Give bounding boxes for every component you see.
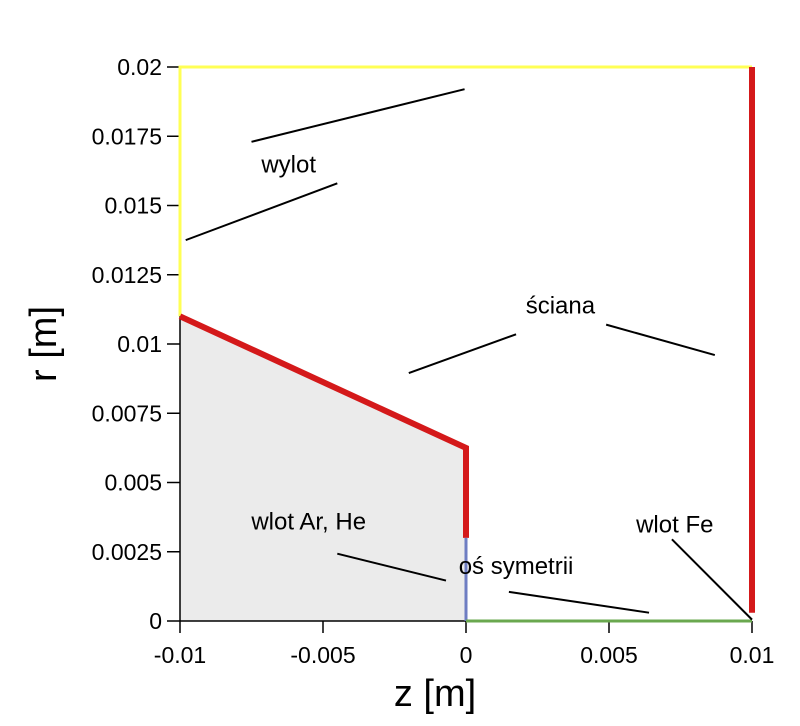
x-tick-label: 0.005 xyxy=(580,642,638,668)
y-tick-label: 0.015 xyxy=(104,193,162,219)
label-wylot: wylot xyxy=(260,151,316,178)
y-tick-label: 0.0025 xyxy=(92,539,162,565)
boundaries-layer xyxy=(178,65,755,623)
y-axis-title: r [m] xyxy=(23,306,65,382)
y-tick-label: 0.01 xyxy=(117,331,162,357)
axes-layer: 0 0.0025 0.005 0.0075 0.01 0.0125 0.015 0.0175 0… xyxy=(92,54,775,668)
x-tick-label: -0.01 xyxy=(154,642,206,668)
leader-lines-layer xyxy=(185,88,753,621)
solid-region xyxy=(180,316,466,621)
x-tick-label: 0 xyxy=(460,642,473,668)
y-tick-label: 0 xyxy=(149,608,162,634)
label-wlot-ar-he: wlot Ar, He xyxy=(250,509,366,536)
y-tick-label: 0.0175 xyxy=(92,123,162,149)
boundary-wylot xyxy=(178,65,752,317)
annotation-labels-layer: wylot ściana wlot Ar, He oś symetrii wlot Fe xyxy=(250,151,713,580)
leader-line-wlot-ar-he xyxy=(337,552,447,582)
x-tick-label: -0.005 xyxy=(290,642,355,668)
leader-line-sciana xyxy=(605,323,716,357)
boundary-sciana-nozzle xyxy=(178,313,469,538)
x-tick-label: 0.01 xyxy=(730,642,775,668)
leader-line-wylot xyxy=(185,182,338,242)
leader-line-os-symetrii xyxy=(508,590,650,614)
leader-line-wlot-fe xyxy=(671,538,753,621)
y-tick-label: 0.005 xyxy=(104,470,162,496)
y-tick-label: 0.0125 xyxy=(92,262,162,288)
label-sciana: ściana xyxy=(526,293,596,320)
label-wlot-fe: wlot Fe xyxy=(635,511,713,538)
x-axis-title: z [m] xyxy=(394,673,476,715)
leader-line-sciana xyxy=(408,333,517,375)
solid-region-layer xyxy=(180,316,466,621)
leader-line-wylot xyxy=(251,88,465,143)
y-tick-label: 0.0075 xyxy=(92,400,162,426)
y-tick-label: 0.02 xyxy=(117,54,162,80)
label-os-symetrii: oś symetrii xyxy=(459,553,574,580)
